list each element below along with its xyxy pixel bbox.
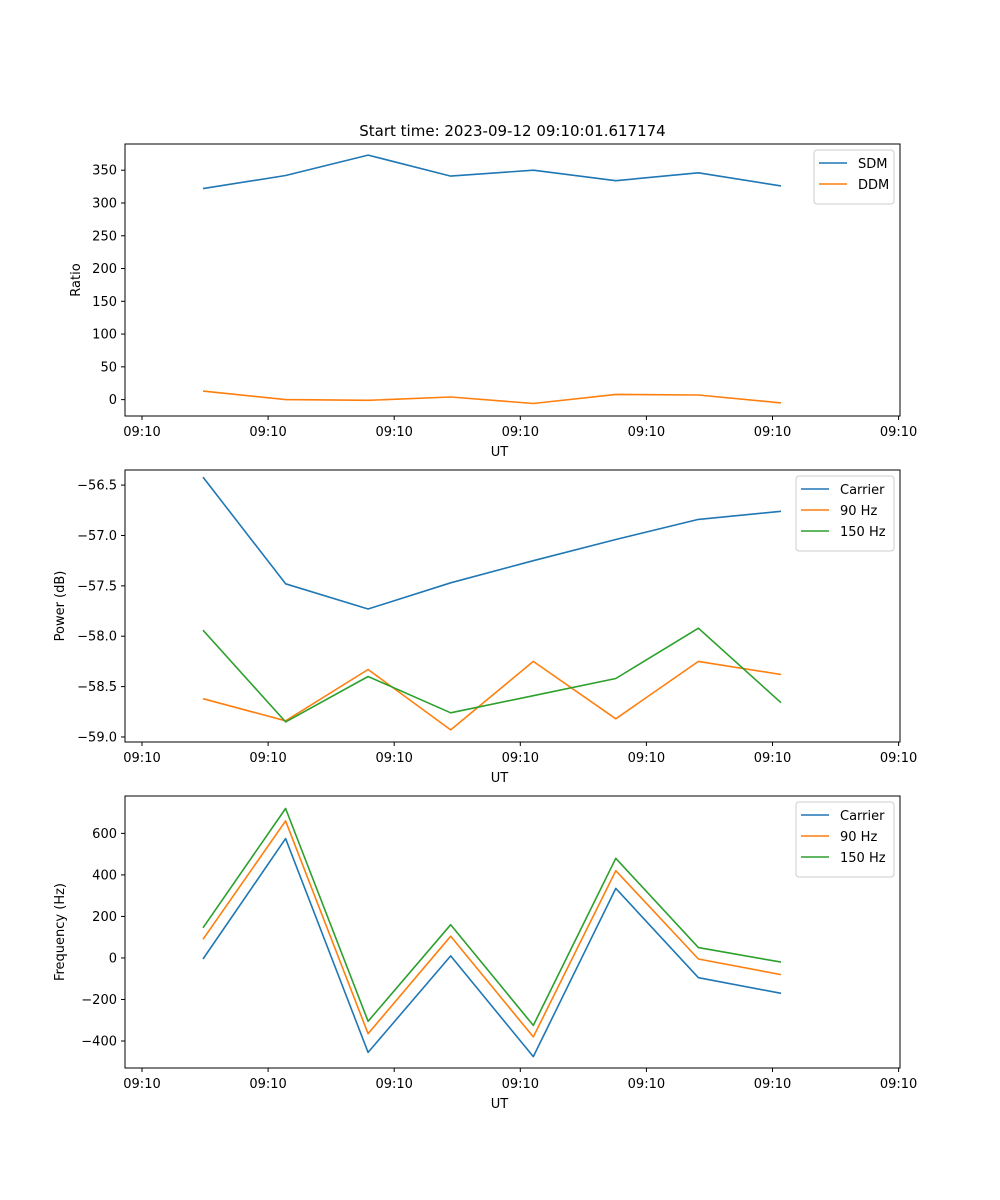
subplot-2: 09:10 09:10 09:10 09:10 09:10 09:10 09:10 −59.0… — [53, 469, 917, 786]
x-tick-label: 09:10 — [502, 751, 539, 766]
series-line-150-hz — [202, 627, 782, 723]
legend-label: SDM — [858, 157, 887, 172]
legend — [795, 475, 895, 552]
y-tick-label: 0 — [109, 951, 117, 966]
x-tick-label: 09:10 — [249, 751, 286, 766]
y-tick-label: 200 — [92, 262, 117, 277]
x-tick-label: 09:10 — [628, 751, 665, 766]
x-tick-label: 09:10 — [502, 1077, 539, 1092]
x-tick-label: 09:10 — [123, 751, 160, 766]
series-line-90-hz — [202, 660, 782, 731]
x-tick-label: 09:10 — [880, 751, 917, 766]
series-line-90-hz — [202, 820, 782, 1038]
series-line-carrier — [202, 837, 782, 1058]
x-tick-label: 09:10 — [754, 1077, 791, 1092]
y-tick-label: 0 — [109, 393, 117, 408]
y-axis-label: Frequency (Hz) — [53, 883, 68, 981]
x-tick-label: 09:10 — [123, 1077, 160, 1092]
series-line-carrier — [202, 476, 782, 610]
y-tick-label: 200 — [92, 910, 117, 925]
subplot-1: 09:10 09:10 09:10 09:10 09:10 09:10 09:10 0 50 10… — [69, 143, 917, 460]
y-tick-label: 400 — [92, 868, 117, 883]
figure-title: Start time: 2023-09-12 09:10:01.617174 — [359, 122, 665, 140]
x-tick-label: 09:10 — [375, 751, 412, 766]
y-tick-label: 100 — [92, 328, 117, 343]
series-line-sdm — [202, 154, 782, 190]
y-tick-label: −200 — [81, 993, 117, 1008]
x-tick-label: 09:10 — [375, 1077, 412, 1092]
y-tick-label: 150 — [92, 295, 117, 310]
legend-label: 150 Hz — [840, 851, 886, 866]
legend-label: Carrier — [840, 483, 885, 498]
x-tick-label: 09:10 — [249, 425, 286, 440]
y-tick-label: 350 — [92, 164, 117, 179]
x-tick-label: 09:10 — [880, 1077, 917, 1092]
y-tick-label: −58.5 — [77, 680, 117, 695]
legend-label: 150 Hz — [840, 525, 886, 540]
x-tick-label: 09:10 — [880, 425, 917, 440]
charts: 09:10 09:10 09:10 09:10 09:10 09:10 09:10 0 50 10… — [53, 143, 917, 1112]
y-tick-label: 250 — [92, 229, 117, 244]
y-axis-label: Power (dB) — [53, 571, 68, 642]
x-tick-label: 09:10 — [628, 425, 665, 440]
y-tick-label: 600 — [92, 827, 117, 842]
legend-label: 90 Hz — [840, 504, 877, 519]
x-axis-label: UT — [491, 1097, 509, 1112]
legend — [795, 801, 895, 878]
x-tick-label: 09:10 — [502, 425, 539, 440]
y-tick-label: −59.0 — [77, 730, 117, 745]
x-tick-label: 09:10 — [375, 425, 412, 440]
plot-area-frame — [124, 143, 901, 417]
y-tick-label: −57.0 — [77, 529, 117, 544]
x-tick-label: 09:10 — [628, 1077, 665, 1092]
x-axis-label: UT — [491, 445, 509, 460]
x-tick-label: 09:10 — [754, 425, 791, 440]
subplot-3: 09:10 09:10 09:10 09:10 09:10 09:10 09:10 −400 −… — [53, 795, 917, 1112]
legend-label: 90 Hz — [840, 830, 877, 845]
x-axis-label: UT — [491, 771, 509, 786]
y-tick-label: −58.0 — [77, 630, 117, 645]
x-tick-label: 09:10 — [249, 1077, 286, 1092]
series-line-150-hz — [202, 807, 782, 1027]
legend-label: DDM — [858, 178, 889, 193]
x-tick-label: 09:10 — [123, 425, 160, 440]
x-tick-label: 09:10 — [754, 751, 791, 766]
plot-area-frame — [124, 795, 901, 1069]
legend-label: Carrier — [840, 809, 885, 824]
y-tick-label: −400 — [81, 1035, 117, 1050]
y-tick-label: 50 — [100, 360, 117, 375]
plot-area-frame — [124, 469, 901, 743]
y-axis-label: Ratio — [69, 263, 84, 296]
series-line-ddm — [202, 390, 782, 405]
y-tick-label: −57.5 — [77, 579, 117, 594]
y-tick-label: 300 — [92, 196, 117, 211]
y-tick-label: −56.5 — [77, 479, 117, 494]
